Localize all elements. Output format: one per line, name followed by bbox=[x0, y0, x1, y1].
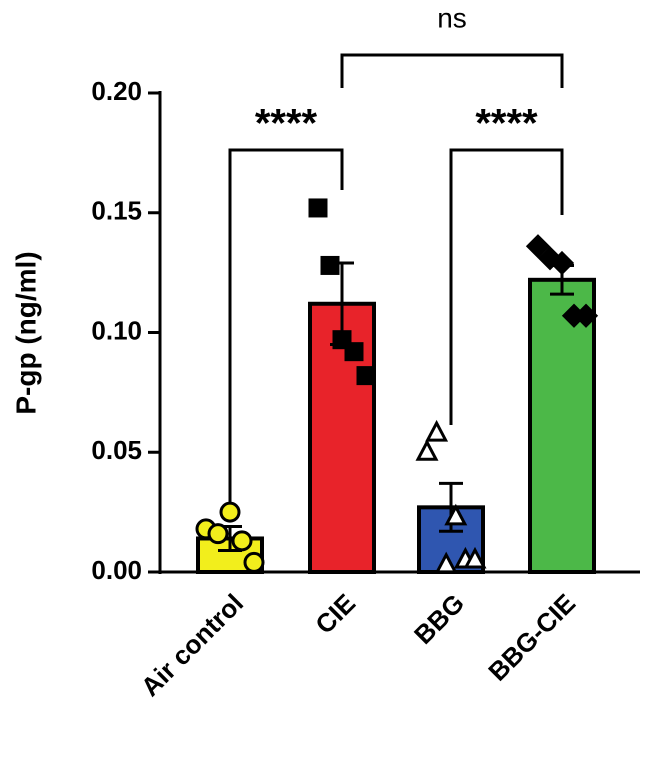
y-tick-label: 0.10 bbox=[91, 315, 142, 345]
point bbox=[434, 551, 458, 574]
point bbox=[308, 198, 328, 218]
y-tick-label: 0.00 bbox=[91, 555, 142, 585]
y-tick-label: 0.15 bbox=[91, 196, 142, 226]
point bbox=[573, 303, 599, 328]
point bbox=[344, 342, 364, 362]
point bbox=[525, 234, 551, 259]
point bbox=[415, 439, 439, 461]
significance-label: **** bbox=[475, 102, 538, 146]
point bbox=[356, 366, 376, 386]
y-tick-label: 0.05 bbox=[91, 435, 142, 465]
point bbox=[463, 546, 487, 569]
point bbox=[231, 530, 253, 552]
significance-bracket bbox=[228, 148, 344, 502]
significance-label: **** bbox=[255, 102, 318, 146]
point bbox=[444, 503, 468, 526]
point bbox=[243, 551, 265, 573]
point bbox=[549, 250, 575, 276]
significance-bracket bbox=[340, 53, 564, 88]
x-tick-label: CIE bbox=[309, 588, 361, 640]
y-tick-label: 0.20 bbox=[91, 76, 142, 106]
significance-bracket bbox=[449, 148, 564, 425]
x-tick-label: BBG-CIE bbox=[482, 588, 581, 687]
x-tick-label: BBG bbox=[408, 588, 470, 650]
point bbox=[320, 255, 340, 275]
point bbox=[219, 501, 241, 523]
point bbox=[207, 523, 229, 545]
x-tick-label: Air control bbox=[135, 588, 249, 702]
significance-label: ns bbox=[437, 2, 467, 33]
point bbox=[425, 419, 449, 442]
y-axis-title: P-gp (ng/ml) bbox=[10, 251, 41, 414]
